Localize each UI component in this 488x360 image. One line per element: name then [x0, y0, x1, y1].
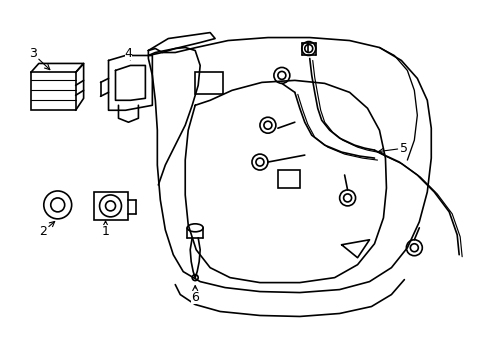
Text: 1: 1 [102, 221, 109, 238]
Bar [195, 72, 223, 94]
Text: 6: 6 [191, 285, 199, 304]
Text: 3: 3 [29, 47, 50, 69]
Bar [31, 72, 76, 110]
Text: 5: 5 [378, 141, 407, 155]
Bar [93, 192, 128, 220]
Text: 4: 4 [124, 47, 132, 60]
Text: 2: 2 [39, 221, 55, 238]
Bar [277, 170, 299, 188]
